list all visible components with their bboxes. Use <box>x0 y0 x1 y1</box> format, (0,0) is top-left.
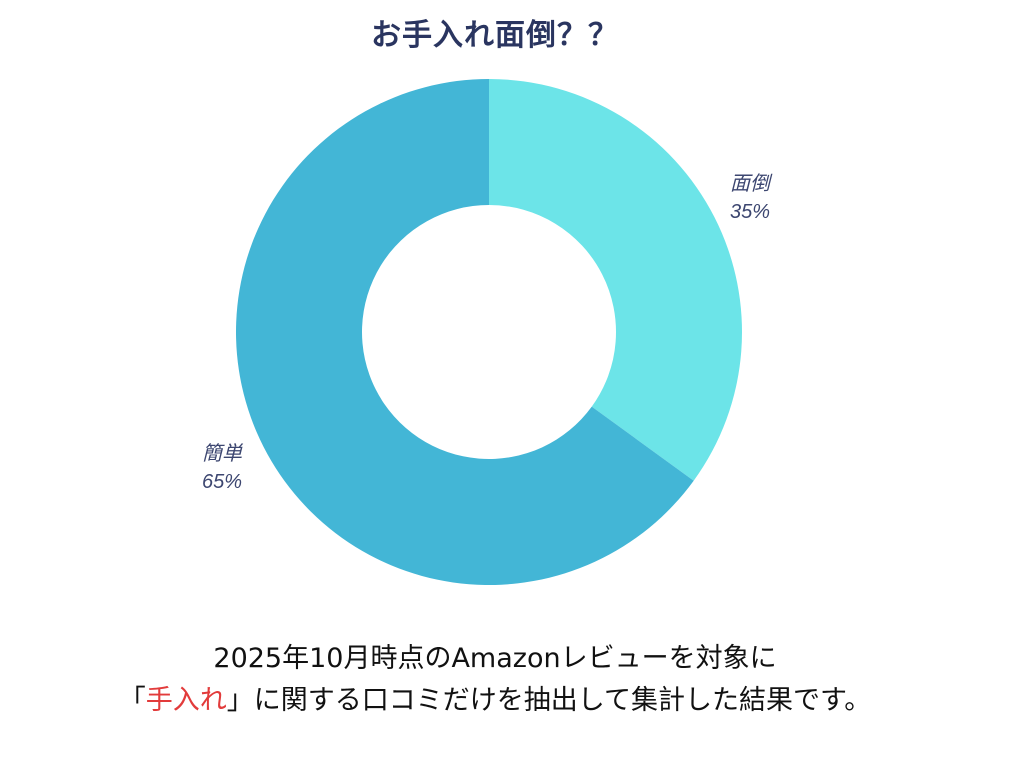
slice-label-value: 35% <box>730 201 771 223</box>
slice-label-name: 簡単 <box>202 443 242 465</box>
caption-highlight: 手入れ <box>145 685 227 716</box>
caption-line-1: 2025年10月時点のAmazonレビューを対象に <box>213 643 777 674</box>
donut-slices <box>235 79 742 585</box>
pie-slice-kantan <box>235 79 694 585</box>
pie-slice-mendou <box>489 79 742 481</box>
chart-title: お手入れ面倒？？ <box>371 18 619 53</box>
caption-rest: 」に関する口コミだけを抽出して集計した結果です。 <box>226 685 872 716</box>
slice-label-name: 面倒 <box>730 173 770 195</box>
caption-bracket-open: 「 <box>118 685 146 716</box>
slice-label-value: 65% <box>202 471 243 493</box>
slice-label-kantan: 簡単 65% <box>202 440 242 496</box>
caption-line-2: 「手入れ」に関する口コミだけを抽出して集計した結果です。 <box>0 682 990 720</box>
slice-label-mendou: 面倒 35% <box>730 170 770 226</box>
